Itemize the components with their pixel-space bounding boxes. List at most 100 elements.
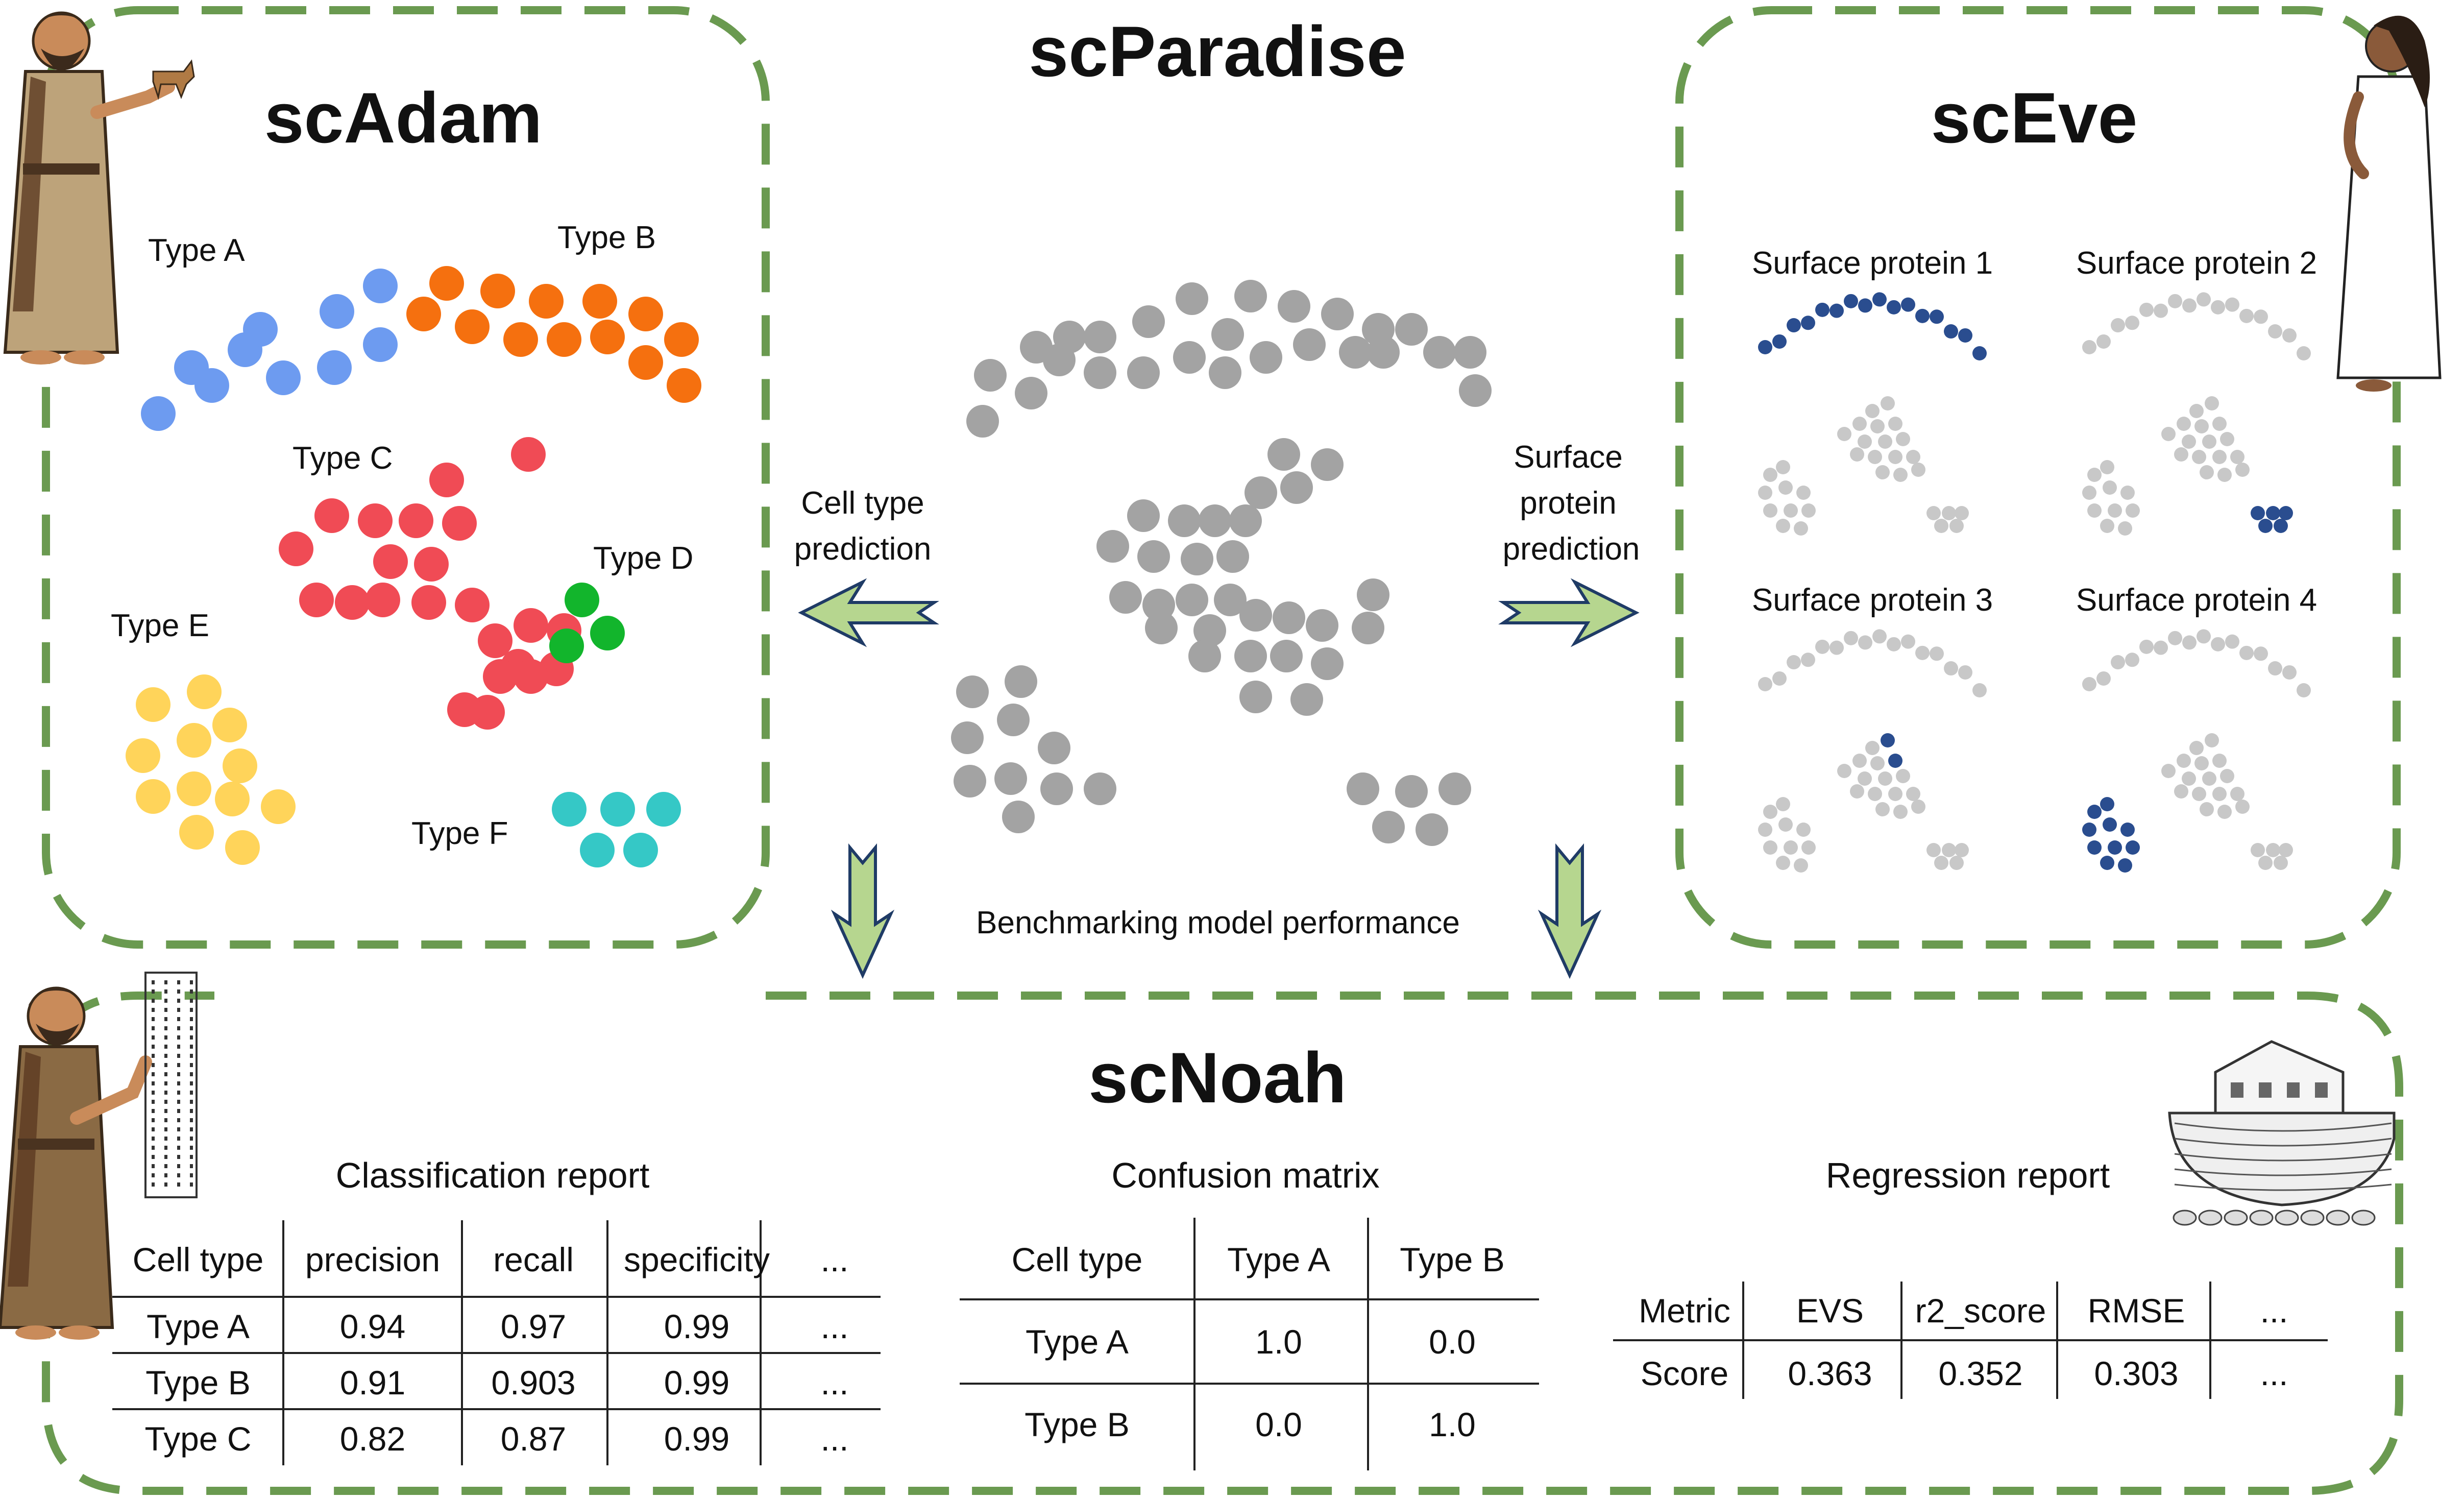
type-c-dot	[429, 463, 464, 497]
cell-dot	[1239, 599, 1272, 632]
mini-dot	[1868, 450, 1882, 464]
cell-dot	[1270, 640, 1303, 672]
mini-dot	[1930, 646, 1944, 661]
mini-dot	[2103, 817, 2117, 832]
mini-dot	[2125, 653, 2139, 667]
mini-dot	[2111, 655, 2125, 670]
type-c-dot	[358, 503, 393, 538]
regression-cell: 0.352	[1938, 1355, 2023, 1392]
cell-dot	[1311, 448, 1344, 481]
type-a-dot	[363, 269, 398, 303]
mini-dot	[1942, 843, 1956, 857]
surface-protein-2-panel	[2082, 292, 2311, 536]
mini-dot	[2200, 802, 2214, 816]
cell-dot	[974, 359, 1007, 392]
classification-cell: 0.87	[500, 1420, 567, 1458]
mini-dot	[1776, 460, 1790, 474]
mini-dot	[1911, 800, 1925, 814]
confusion-cell: 0.0	[1429, 1323, 1476, 1361]
regression-cell: 0.303	[2094, 1355, 2179, 1392]
type-c-dot	[414, 547, 449, 582]
mini-dot	[1829, 640, 1844, 655]
mini-dot	[1763, 503, 1777, 518]
classification-cell: ...	[820, 1420, 849, 1458]
mini-dot	[1844, 631, 1858, 645]
regression-header-cell: EVS	[1796, 1292, 1864, 1330]
dashed-frames	[42, 6, 2403, 1495]
mini-dot	[2168, 631, 2182, 645]
classification-cell: 0.99	[664, 1420, 730, 1458]
mini-dot	[1772, 334, 1787, 349]
mini-dot	[1893, 805, 1908, 819]
dress	[2336, 75, 2442, 379]
type-a-dot	[266, 360, 301, 395]
hair	[28, 988, 84, 1006]
mini-dot	[2230, 787, 2245, 801]
mini-dot	[2297, 346, 2311, 360]
type-b-dot	[664, 322, 699, 357]
cell-type-label-line1: Cell type	[801, 486, 924, 521]
eve-illustration	[2336, 15, 2442, 392]
type-e-dot	[126, 738, 160, 773]
mini-dot	[2266, 506, 2280, 520]
mini-dot	[2120, 823, 2135, 837]
type-b-dot	[667, 368, 701, 403]
mini-dot	[2212, 787, 2227, 801]
cell-dot	[1199, 504, 1231, 537]
classification-cell: Type A	[147, 1308, 250, 1345]
cell-dot	[1454, 336, 1486, 369]
mini-dot	[2182, 771, 2196, 786]
mini-dot	[1926, 843, 1941, 857]
type-b-dot	[480, 274, 515, 308]
mini-dot	[1875, 465, 1890, 479]
mini-dot	[1796, 823, 1811, 837]
type-d-dot	[590, 616, 625, 650]
mini-dot	[2205, 396, 2219, 410]
mini-dot	[1888, 754, 1902, 768]
mini-dot	[1837, 427, 1851, 441]
type-c-dot	[478, 623, 513, 658]
mini-dot	[1776, 797, 1790, 811]
mini-dot	[1858, 298, 1872, 313]
type-e-dot	[215, 782, 250, 816]
sceve-title: scEve	[1931, 78, 2138, 158]
mini-dot	[1758, 486, 1772, 500]
mini-dot	[2125, 316, 2139, 330]
mini-dot	[1758, 823, 1772, 837]
type-e-dot	[179, 815, 214, 850]
classification-report-title: Classification report	[335, 1155, 650, 1195]
mini-dot	[2189, 404, 2204, 418]
mini-dot	[2096, 334, 2111, 349]
mini-dot	[2205, 733, 2219, 747]
mini-dot	[1763, 840, 1777, 855]
confusion-header-cell: Type A	[1227, 1241, 1330, 1278]
mini-dot	[2217, 805, 2232, 819]
mini-dot	[1784, 503, 1798, 518]
mini-dot	[2274, 856, 2288, 870]
mini-dot	[1896, 432, 1910, 446]
animal-figure	[2249, 1210, 2274, 1226]
cell-dot	[1038, 732, 1070, 764]
foot	[2356, 379, 2392, 392]
type-b-dot	[628, 345, 663, 380]
mini-dot	[2282, 328, 2297, 343]
mini-dot	[2177, 417, 2191, 431]
mini-dot	[2212, 417, 2227, 431]
mini-dot	[2212, 450, 2227, 464]
cell-dot	[1084, 356, 1116, 389]
mini-dot	[2189, 741, 2204, 755]
cell-dot	[966, 405, 999, 438]
cell-dot	[1181, 543, 1213, 575]
mini-dot	[2251, 506, 2265, 520]
cell-dot	[1234, 280, 1267, 312]
mini-dot	[2254, 646, 2268, 661]
mini-dot	[1787, 318, 1801, 333]
mini-dot	[1850, 784, 1864, 799]
type-c-dot	[279, 531, 313, 566]
hull-plank	[2174, 1153, 2392, 1162]
type-b-dot	[503, 322, 538, 357]
mini-dot	[2279, 506, 2293, 520]
scroll-frame	[144, 972, 198, 1198]
type-c-dot	[442, 506, 477, 541]
